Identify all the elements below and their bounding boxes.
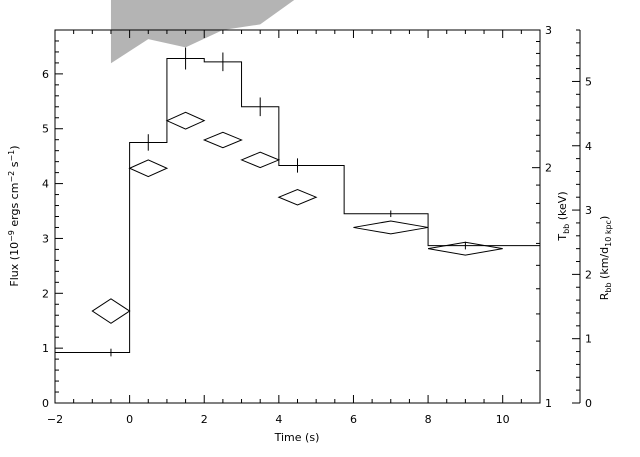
rbb-tick-label: 3 xyxy=(585,204,592,217)
flux-tick-label: 3 xyxy=(42,232,49,245)
rbb-tick-label: 4 xyxy=(585,140,592,153)
rbb-axis-title: Rbb (km/d10 kpc) xyxy=(598,216,613,301)
radius-diamond-6 xyxy=(353,220,429,235)
flux-tick-label: 1 xyxy=(42,342,49,355)
x-tick-label: 6 xyxy=(350,413,357,426)
flux-tick-label: 2 xyxy=(42,287,49,300)
tbb-axis-title: Tbb (keV) xyxy=(556,191,571,241)
flux-tick-label: 6 xyxy=(42,68,49,81)
tbb-tick-label: 3 xyxy=(545,24,552,37)
rbb-tick-label: 5 xyxy=(585,75,592,88)
x-tick-label: 2 xyxy=(201,413,208,426)
rbb-tick-label: 1 xyxy=(585,333,592,346)
x-tick-label: −2 xyxy=(47,413,63,426)
radius-diamond-3 xyxy=(202,131,243,149)
rbb-tick-label: 0 xyxy=(585,397,592,410)
x-axis-title: Time (s) xyxy=(274,431,320,444)
radius-diamond-1 xyxy=(128,159,169,178)
radius-diamond-5 xyxy=(277,188,318,206)
flux-error-bars xyxy=(110,47,466,357)
x-tick-label: 4 xyxy=(275,413,282,426)
radius-diamond-4 xyxy=(240,151,281,169)
radius-diamond-0 xyxy=(91,298,131,324)
radius-diamonds xyxy=(91,111,503,324)
x-tick-label: 10 xyxy=(496,413,510,426)
axis-ticks: −2 0 2 4 6 8 10 0 1 2 3 4 5 6 1 2 3 0 1 2 3 4 5 xyxy=(42,24,592,426)
rbb-tick-label: 2 xyxy=(585,268,592,281)
flux-tick-label: 5 xyxy=(42,123,49,136)
x-tick-label: 0 xyxy=(126,413,133,426)
tbb-tick-label: 2 xyxy=(545,162,552,175)
temperature-band xyxy=(110,0,295,64)
flux-tick-label: 0 xyxy=(42,397,49,410)
flux-histogram xyxy=(55,58,540,354)
x-tick-label: 8 xyxy=(425,413,432,426)
flux-tick-label: 4 xyxy=(42,178,49,191)
plot-frame xyxy=(54,29,541,404)
flux-axis-title: Flux (10−9 ergs cm−2 s−1) xyxy=(7,145,21,286)
radius-diamond-2 xyxy=(165,111,206,130)
tbb-tick-label: 1 xyxy=(545,397,552,410)
